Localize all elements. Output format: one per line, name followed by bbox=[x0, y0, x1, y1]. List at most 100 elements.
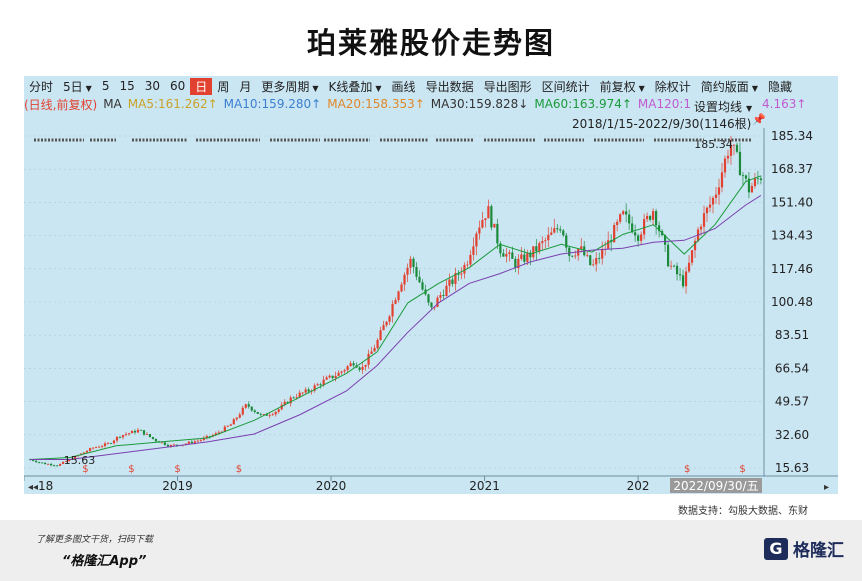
candle-body bbox=[322, 379, 325, 385]
logo-mark-icon: G bbox=[764, 537, 788, 560]
candle-body bbox=[262, 414, 265, 415]
toolbar-item-15[interactable]: 前复权 ▼ bbox=[595, 78, 650, 95]
candle-body bbox=[625, 211, 628, 215]
y-tick-label: 117.46 bbox=[771, 262, 813, 276]
candle-body bbox=[301, 392, 304, 394]
candle-body bbox=[657, 225, 661, 232]
candle-body bbox=[124, 434, 128, 436]
candle-body bbox=[571, 255, 574, 257]
candle-body bbox=[646, 215, 649, 220]
candle-body bbox=[343, 370, 346, 372]
scroll-right-icon[interactable]: ▸ bbox=[824, 482, 829, 493]
x-tick-label: 18 bbox=[38, 479, 53, 493]
candle-body bbox=[457, 273, 460, 275]
candle-body bbox=[717, 187, 721, 195]
candle-body bbox=[753, 178, 757, 186]
candle-body bbox=[502, 253, 505, 257]
candle-body bbox=[708, 204, 712, 208]
candle-body bbox=[747, 178, 751, 193]
toolbar-item-6[interactable]: 日 bbox=[190, 77, 213, 95]
x-tick-label: 2019 bbox=[162, 479, 193, 493]
toolbar-item-14[interactable]: 区间统计 bbox=[537, 78, 595, 95]
candle-body bbox=[490, 206, 493, 228]
candle-body bbox=[672, 265, 676, 267]
candle-body bbox=[511, 252, 514, 259]
toolbar-item-0[interactable]: 分时 bbox=[24, 78, 58, 95]
candlestick-chart[interactable]: 185.34 168.37 151.40 134.43 117.46 100.48 83.5… bbox=[24, 76, 838, 494]
toolbar-item-9[interactable]: 更多周期 ▼ bbox=[256, 78, 323, 95]
chevron-down-icon: ▼ bbox=[746, 104, 753, 113]
candle-body bbox=[454, 273, 457, 284]
candle-body bbox=[361, 366, 364, 370]
y-tick-label: 151.40 bbox=[771, 195, 813, 209]
toolbar-item-8[interactable]: 月 bbox=[234, 78, 256, 95]
candle-body bbox=[346, 366, 349, 371]
candle-body bbox=[202, 437, 205, 441]
candle-body bbox=[232, 419, 235, 425]
candle-body bbox=[388, 316, 391, 322]
y-tick-label: 134.43 bbox=[771, 229, 813, 243]
scroll-left-icon[interactable]: ◂◂ bbox=[28, 482, 38, 493]
candle-body bbox=[193, 441, 196, 444]
toolbar-item-16[interactable]: 除权计 bbox=[650, 78, 696, 95]
candle-body bbox=[460, 273, 463, 275]
candle-body bbox=[409, 258, 412, 268]
candle-body bbox=[496, 223, 499, 244]
candle-body bbox=[130, 430, 134, 434]
candle-body bbox=[400, 284, 403, 292]
candle-body bbox=[681, 275, 685, 287]
candle-body bbox=[601, 249, 604, 259]
candle-body bbox=[385, 321, 388, 326]
candle-body bbox=[205, 436, 208, 438]
candle-body bbox=[274, 411, 277, 415]
dividend-marker-icon[interactable]: $ bbox=[739, 464, 745, 475]
dividend-marker-icon[interactable]: $ bbox=[128, 464, 134, 475]
dividend-marker-icon[interactable]: $ bbox=[236, 464, 242, 475]
toolbar-item-label: 区间统计 bbox=[541, 79, 590, 94]
candle-body bbox=[166, 444, 170, 447]
candle-body bbox=[235, 417, 238, 420]
candle-body bbox=[699, 226, 703, 230]
candle-body bbox=[735, 144, 739, 152]
toolbar-item-17[interactable]: 简约版面 ▼ bbox=[696, 78, 763, 95]
candle-body bbox=[652, 211, 655, 220]
dividend-marker-icon[interactable]: $ bbox=[174, 464, 180, 475]
candle-body bbox=[535, 246, 538, 252]
candle-body bbox=[256, 411, 259, 414]
toolbar-item-2[interactable]: 5 bbox=[97, 79, 115, 93]
candle-body bbox=[238, 414, 241, 418]
candle-body bbox=[529, 252, 532, 258]
toolbar-item-4[interactable]: 30 bbox=[140, 79, 165, 93]
toolbar-item-13[interactable]: 导出图形 bbox=[479, 78, 537, 95]
candle-body bbox=[427, 294, 430, 303]
logo-text: 格隆汇 bbox=[793, 541, 844, 561]
candle-body bbox=[55, 465, 59, 467]
ma-settings-button[interactable]: 设置均线 ▼ bbox=[692, 98, 755, 115]
toolbar-item-7[interactable]: 周 bbox=[212, 78, 234, 95]
candle-body bbox=[283, 401, 286, 405]
pin-icon[interactable]: 📌 bbox=[752, 113, 766, 126]
candle-body bbox=[289, 397, 292, 404]
toolbar-item-label: 日 bbox=[195, 79, 208, 94]
toolbar-item-12[interactable]: 导出数据 bbox=[421, 78, 479, 95]
toolbar-item-3[interactable]: 15 bbox=[114, 79, 139, 93]
candle-body bbox=[349, 363, 352, 367]
chart-panel: 分时 5日 ▼ 5 15 30 60 日周月更多周期 ▼ K线叠加 ▼ 画线 导出数据 导出图形 区间统计前… bbox=[24, 76, 838, 494]
toolbar-item-1[interactable]: 5日 ▼ bbox=[58, 78, 97, 95]
candle-body bbox=[469, 254, 472, 265]
toolbar-item-18[interactable]: 隐藏 bbox=[763, 78, 797, 95]
dividend-marker-icon[interactable]: $ bbox=[82, 464, 88, 475]
toolbar-item-10[interactable]: K线叠加 ▼ bbox=[324, 78, 387, 95]
toolbar-item-label: 除权计 bbox=[654, 79, 691, 94]
dividend-marker-icon[interactable]: $ bbox=[684, 464, 690, 475]
candle-body bbox=[442, 295, 445, 297]
candle-body bbox=[436, 297, 439, 307]
candle-body bbox=[121, 435, 125, 438]
candle-body bbox=[693, 240, 697, 251]
toolbar-item-11[interactable]: 画线 bbox=[387, 78, 421, 95]
toolbar-item-5[interactable]: 60 bbox=[165, 79, 190, 93]
toolbar-item-label: 月 bbox=[239, 79, 252, 94]
candle-body bbox=[364, 364, 367, 367]
candle-body bbox=[32, 459, 35, 461]
candle-body bbox=[352, 363, 355, 366]
